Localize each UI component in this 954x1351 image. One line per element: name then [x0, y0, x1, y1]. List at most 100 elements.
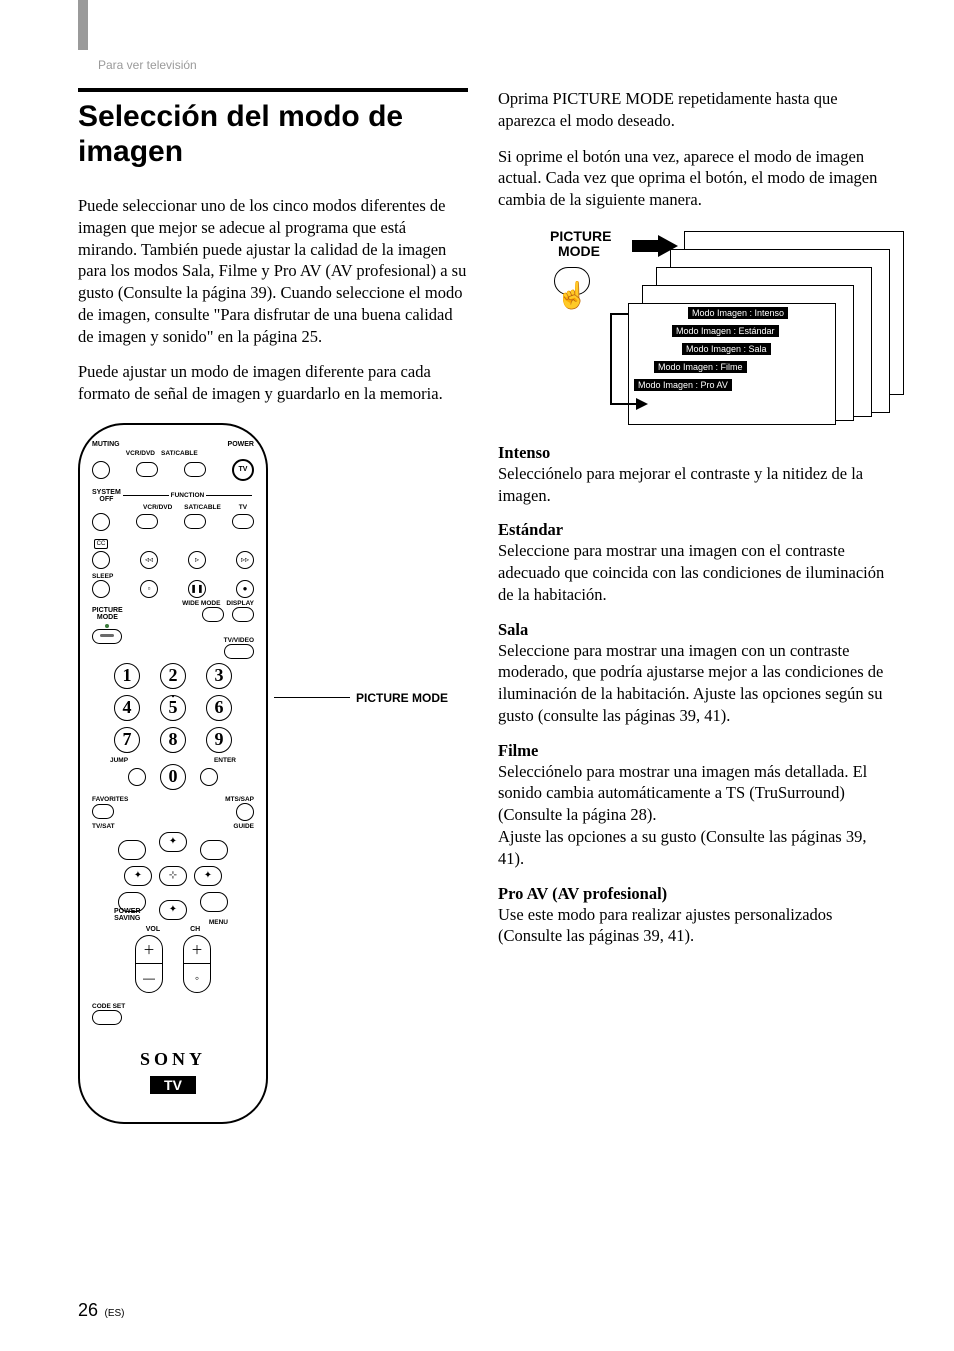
- num-1[interactable]: 1: [114, 663, 140, 689]
- cc-button[interactable]: [92, 551, 110, 569]
- intro-paragraph-1: Puede seleccionar uno de los cinco modos…: [78, 195, 468, 347]
- mtssap-label: MTS/SAP: [225, 796, 254, 803]
- sleep-button[interactable]: [92, 580, 110, 598]
- nav-up[interactable]: ✦: [159, 832, 187, 852]
- mode-sala: Sala Seleccione para mostrar una imagen …: [498, 620, 888, 727]
- favorites-button[interactable]: [92, 804, 114, 819]
- picture-mode-label: PICTURE MODE: [92, 607, 123, 621]
- remote-outline: MUTING POWER VCR/DVD SAT/CABLE TV: [78, 423, 268, 1124]
- nav-left[interactable]: ✦: [124, 866, 152, 886]
- tvsat-label: TV/SAT: [92, 823, 115, 830]
- tvvideo-button[interactable]: [224, 644, 254, 659]
- number-pad: 1 2 3 4 •5 6 7 8 9: [110, 663, 236, 753]
- rewind-button[interactable]: ◃◃: [140, 551, 158, 569]
- tag-intenso: Modo Imagen : Intenso: [688, 307, 788, 319]
- function-label: FUNCTION: [171, 492, 205, 499]
- num-2[interactable]: 2: [160, 663, 186, 689]
- nav-down[interactable]: ✦: [159, 900, 187, 920]
- func-satcable-button[interactable]: [184, 514, 206, 529]
- func-tv-button[interactable]: [232, 514, 254, 529]
- ch-label: CH: [190, 926, 200, 933]
- tag-filme: Modo Imagen : Filme: [654, 361, 747, 373]
- channel-rocker[interactable]: ＋◦: [183, 935, 211, 993]
- power-label: POWER: [228, 441, 254, 448]
- picture-mode-button[interactable]: [92, 629, 122, 644]
- loop-arrow-icon: [636, 398, 648, 410]
- tag-sala: Modo Imagen : Sala: [682, 343, 771, 355]
- breadcrumb: Para ver televisión: [98, 28, 890, 72]
- display-label: DISPLAY: [226, 600, 254, 607]
- vcrdvd-label-1: VCR/DVD: [126, 450, 155, 457]
- page-number: 26: [78, 1300, 98, 1320]
- num-4[interactable]: 4: [114, 695, 140, 721]
- num-0[interactable]: 0: [160, 764, 186, 790]
- menu-label: MENU: [209, 919, 228, 926]
- system-off-button[interactable]: [92, 513, 110, 531]
- menu-button[interactable]: [200, 892, 228, 912]
- brand-logo: SONY: [92, 1049, 254, 1070]
- func-vcrdvd-button[interactable]: [136, 514, 158, 529]
- num-5[interactable]: •5: [160, 695, 186, 721]
- stop-button[interactable]: ▫: [140, 580, 158, 598]
- num-9[interactable]: 9: [206, 727, 232, 753]
- guide-button[interactable]: [200, 840, 228, 860]
- tv-power-button[interactable]: TV: [232, 459, 254, 481]
- vol-label: VOL: [146, 926, 160, 933]
- mode-estandar: Estándar Seleccione para mostrar una ima…: [498, 520, 888, 605]
- page-footer: 26 (ES): [78, 1300, 124, 1321]
- jump-label: JUMP: [110, 757, 128, 764]
- enter-label: ENTER: [214, 757, 236, 764]
- play-button[interactable]: ▹: [188, 551, 206, 569]
- satcable-power-button[interactable]: [184, 462, 206, 477]
- page-lang: (ES): [104, 1308, 124, 1319]
- left-column: Selección del modo de imagen Puede selec…: [78, 88, 468, 1124]
- tv-tag: TV: [150, 1076, 196, 1094]
- intro-paragraph-2: Puede ajustar un modo de imagen diferent…: [78, 361, 468, 405]
- mode-proav: Pro AV (AV profesional) Use este modo pa…: [498, 884, 888, 948]
- powersaving-label: POWER SAVING: [114, 908, 140, 922]
- nav-pad: ✦ ✦ ⊹ ✦ ✦ POWER SAVING MENU: [118, 832, 228, 920]
- mode-filme: Filme Selecciónelo para mostrar una imag…: [498, 741, 888, 870]
- system-off-label: SYSTEM OFF: [92, 489, 121, 503]
- tvsat-button[interactable]: [118, 840, 146, 860]
- mode-intenso: Intenso Selecciónelo para mejorar el con…: [498, 443, 888, 507]
- tvvideo-label: TV/VIDEO: [224, 637, 254, 644]
- vcrdvd-power-button[interactable]: [136, 462, 158, 477]
- tag-proav: Modo Imagen : Pro AV: [634, 379, 732, 391]
- ffwd-button[interactable]: ▹▹: [236, 551, 254, 569]
- num-7[interactable]: 7: [114, 727, 140, 753]
- jump-button[interactable]: [128, 768, 146, 786]
- satcable-label-2: SAT/CABLE: [184, 504, 221, 511]
- widemode-label: WIDE MODE: [182, 600, 220, 607]
- volume-rocker[interactable]: ＋—: [135, 935, 163, 993]
- favorites-label: FAVORITES: [92, 796, 128, 803]
- num-6[interactable]: 6: [206, 695, 232, 721]
- tag-estandar: Modo Imagen : Estándar: [672, 325, 779, 337]
- num-3[interactable]: 3: [206, 663, 232, 689]
- tv-func-label: TV: [239, 504, 247, 511]
- pause-button[interactable]: ❚❚: [188, 580, 206, 598]
- mtssap-button[interactable]: [236, 803, 254, 821]
- satcable-label-1: SAT/CABLE: [161, 450, 198, 457]
- muting-button[interactable]: [92, 461, 110, 479]
- right-column: Oprima PICTURE MODE repetidamente hasta …: [498, 88, 888, 1124]
- cc-icon: CC: [94, 539, 108, 549]
- right-paragraph-2: Si oprime el botón una vez, aparece el m…: [498, 146, 888, 211]
- codeset-button[interactable]: [92, 1010, 122, 1025]
- muting-label: MUTING: [92, 441, 120, 448]
- enter-button[interactable]: [200, 768, 218, 786]
- heading-rule: [78, 88, 468, 92]
- widemode-button[interactable]: [202, 607, 224, 622]
- guide-label: GUIDE: [233, 823, 254, 830]
- nav-right[interactable]: ✦: [194, 866, 222, 886]
- remote-figure: MUTING POWER VCR/DVD SAT/CABLE TV: [78, 423, 378, 1124]
- section-tab: [78, 0, 88, 50]
- num-8[interactable]: 8: [160, 727, 186, 753]
- display-button[interactable]: [232, 607, 254, 622]
- mode-cascade-diagram: PICTURE MODE ☝ Modo Imagen : Intenso Mod…: [498, 229, 888, 429]
- content-columns: Selección del modo de imagen Puede selec…: [78, 88, 890, 1124]
- hand-icon: ☝: [556, 283, 588, 309]
- record-button[interactable]: ●: [236, 580, 254, 598]
- page-title: Selección del modo de imagen: [78, 100, 468, 169]
- nav-center[interactable]: ⊹: [159, 866, 187, 886]
